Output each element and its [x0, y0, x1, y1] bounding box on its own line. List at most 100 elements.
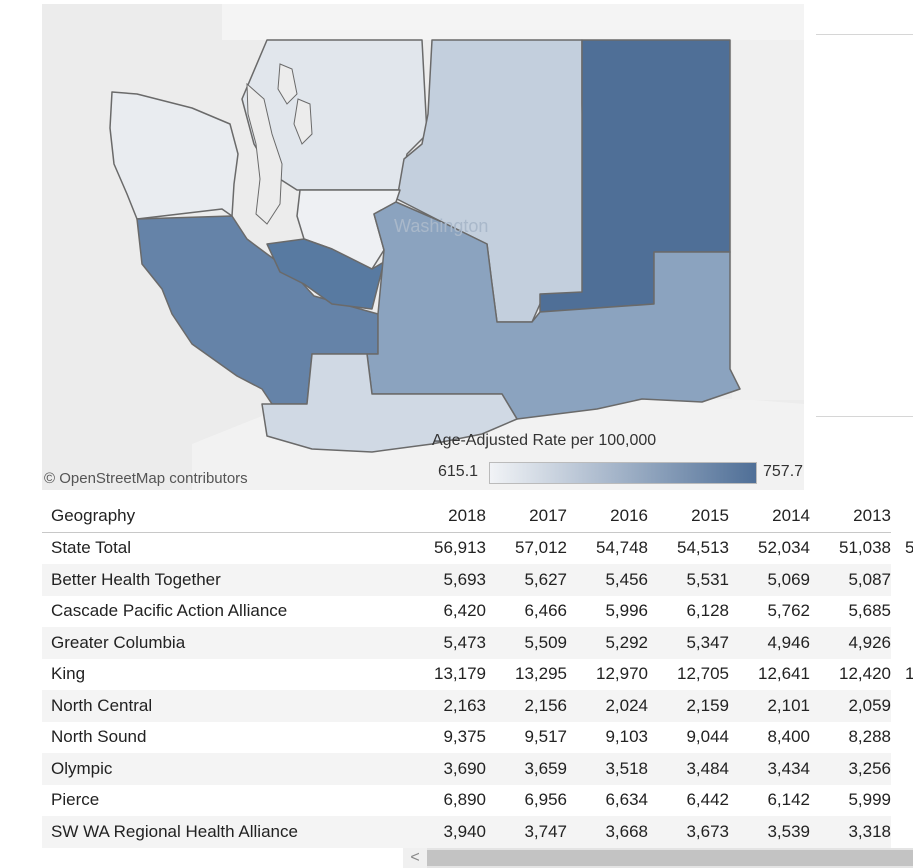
island-1 [277, 63, 298, 105]
cell-value-2016: 6,634 [605, 790, 648, 810]
divider-bottom [816, 416, 913, 417]
cell-value-2017: 6,956 [524, 790, 567, 810]
column-header-2015[interactable]: 2015 [648, 500, 729, 533]
cell-value-2016: 5,456 [567, 564, 648, 596]
divider-top [816, 34, 913, 35]
legend-max: 757.7 [763, 463, 804, 480]
table-row[interactable]: Greater Columbia 5,473 5,509 5,292 5,347 4,94… [42, 627, 891, 659]
puget-sound-water [246, 82, 283, 225]
cell-value-2013: 5,087 [810, 564, 891, 596]
column-header-geography[interactable]: Geography [42, 500, 411, 533]
scroll-thumb[interactable] [427, 850, 913, 866]
cell-value-2016: 12,970 [596, 664, 648, 684]
cell-value-2018: 5,693 [411, 564, 486, 596]
cell-value-2015: 5,531 [648, 564, 729, 596]
map-state-label: Washington [394, 216, 488, 236]
column-header-2014[interactable]: 2014 [729, 500, 810, 533]
cell-value-2018: 3,690 [411, 753, 486, 785]
table-row[interactable]: SW WA Regional Health Alliance 3,940 3,747… [42, 816, 891, 848]
land-idaho [732, 40, 804, 400]
cell-value-2018: 6,890 [443, 790, 486, 810]
cell-value-2018: 9,375 [443, 727, 486, 747]
cell-value-2016: 3,518 [567, 753, 648, 785]
column-header-2013[interactable]: 2013 [810, 500, 891, 533]
cell-value-2017: 3,659 [486, 753, 567, 785]
cell-geography: Pierce [51, 790, 100, 810]
region-olympic[interactable] [109, 91, 239, 220]
cell-geography: King [51, 664, 86, 684]
cell-value-2016: 54,748 [596, 538, 648, 558]
cell-value-2014: 3,539 [729, 816, 810, 848]
table-row[interactable]: North Sound 9,375 9,517 9,103 9,044 8,400 8,28… [42, 722, 891, 754]
clipped-cell: 5 [905, 537, 913, 557]
cell-value-2014: 6,142 [767, 790, 810, 810]
cell-value-2013: 2,059 [810, 690, 891, 722]
cell-value-2015: 6,128 [686, 601, 729, 621]
table-row[interactable]: King 13,179 13,295 12,970 12,705 12,641 12,420 [42, 659, 891, 691]
cell-value-2013: 12,420 [839, 664, 891, 684]
cell-value-2017: 3,747 [486, 816, 567, 848]
cell-value-2016: 9,103 [605, 727, 648, 747]
cell-value-2013: 8,288 [848, 727, 891, 747]
cell-value-2014: 12,641 [758, 664, 810, 684]
table-row[interactable]: State Total 56,913 57,012 54,748 54,513 52,03… [42, 532, 891, 564]
table-row[interactable]: North Central 2,163 2,156 2,024 2,159 2,101 2,… [42, 690, 891, 722]
cell-value-2017: 9,517 [524, 727, 567, 747]
region-sw-wa-regional-health-alliance[interactable] [261, 353, 518, 453]
cell-value-2017: 5,627 [486, 564, 567, 596]
cell-value-2017: 13,295 [515, 664, 567, 684]
table-row[interactable]: Pierce 6,890 6,956 6,634 6,442 6,142 5,999 [42, 785, 891, 817]
horizontal-scrollbar[interactable]: < [403, 848, 913, 868]
cell-value-2013: 51,038 [839, 538, 891, 558]
cell-value-2014: 5,762 [767, 601, 810, 621]
cell-value-2016: 2,024 [567, 690, 648, 722]
choropleth-map[interactable]: Washington [42, 4, 804, 490]
region-pierce[interactable] [266, 238, 385, 310]
legend-min: 615.1 [438, 463, 479, 480]
cell-value-2018: 5,473 [411, 627, 486, 659]
osm-attribution: © OpenStreetMap contributors [44, 470, 248, 487]
cell-geography: North Central [42, 690, 411, 722]
cell-value-2013: 3,318 [810, 816, 891, 848]
cell-value-2018: 56,913 [434, 538, 486, 558]
cell-value-2016: 5,292 [567, 627, 648, 659]
cell-value-2015: 6,442 [686, 790, 729, 810]
cell-value-2013: 5,999 [848, 790, 891, 810]
column-header-2018[interactable]: 2018 [411, 500, 486, 533]
cell-value-2017: 57,012 [515, 538, 567, 558]
cell-value-2017: 5,509 [486, 627, 567, 659]
cell-value-2013: 5,685 [848, 601, 891, 621]
cell-value-2014: 2,101 [729, 690, 810, 722]
cell-value-2014: 5,069 [729, 564, 810, 596]
cell-geography: Cascade Pacific Action Alliance [51, 601, 288, 621]
cell-value-2018: 3,940 [411, 816, 486, 848]
cell-value-2014: 3,434 [729, 753, 810, 785]
cell-value-2015: 12,705 [677, 664, 729, 684]
cell-value-2015: 3,673 [648, 816, 729, 848]
table-row[interactable]: Better Health Together 5,693 5,627 5,456 5,5… [42, 564, 891, 596]
column-header-2016[interactable]: 2016 [567, 500, 648, 533]
cell-value-2015: 5,347 [648, 627, 729, 659]
cell-value-2018: 6,420 [443, 601, 486, 621]
cell-value-2013: 4,926 [810, 627, 891, 659]
table-row[interactable]: Olympic 3,690 3,659 3,518 3,484 3,434 3,256 [42, 753, 891, 785]
legend-color-ramp [489, 462, 757, 484]
map-canvas: Washington [42, 4, 804, 490]
cell-value-2015: 54,513 [677, 538, 729, 558]
table-row[interactable]: Cascade Pacific Action Alliance 6,420 6,46… [42, 596, 891, 628]
region-king[interactable] [296, 189, 401, 270]
cell-value-2016: 3,668 [567, 816, 648, 848]
column-header-2017[interactable]: 2017 [486, 500, 567, 533]
cell-value-2017: 6,466 [524, 601, 567, 621]
table-header-row: Geography 2018 2017 2016 2015 2014 2013 [42, 500, 891, 533]
scroll-left-arrow-icon[interactable]: < [403, 848, 427, 868]
cell-value-2014: 52,034 [758, 538, 810, 558]
island-2 [293, 98, 313, 145]
cell-value-2014: 8,400 [767, 727, 810, 747]
land-canada [222, 4, 804, 40]
cell-geography: Olympic [42, 753, 411, 785]
cell-value-2016: 5,996 [605, 601, 648, 621]
cell-geography: Greater Columbia [42, 627, 411, 659]
cell-value-2018: 2,163 [411, 690, 486, 722]
